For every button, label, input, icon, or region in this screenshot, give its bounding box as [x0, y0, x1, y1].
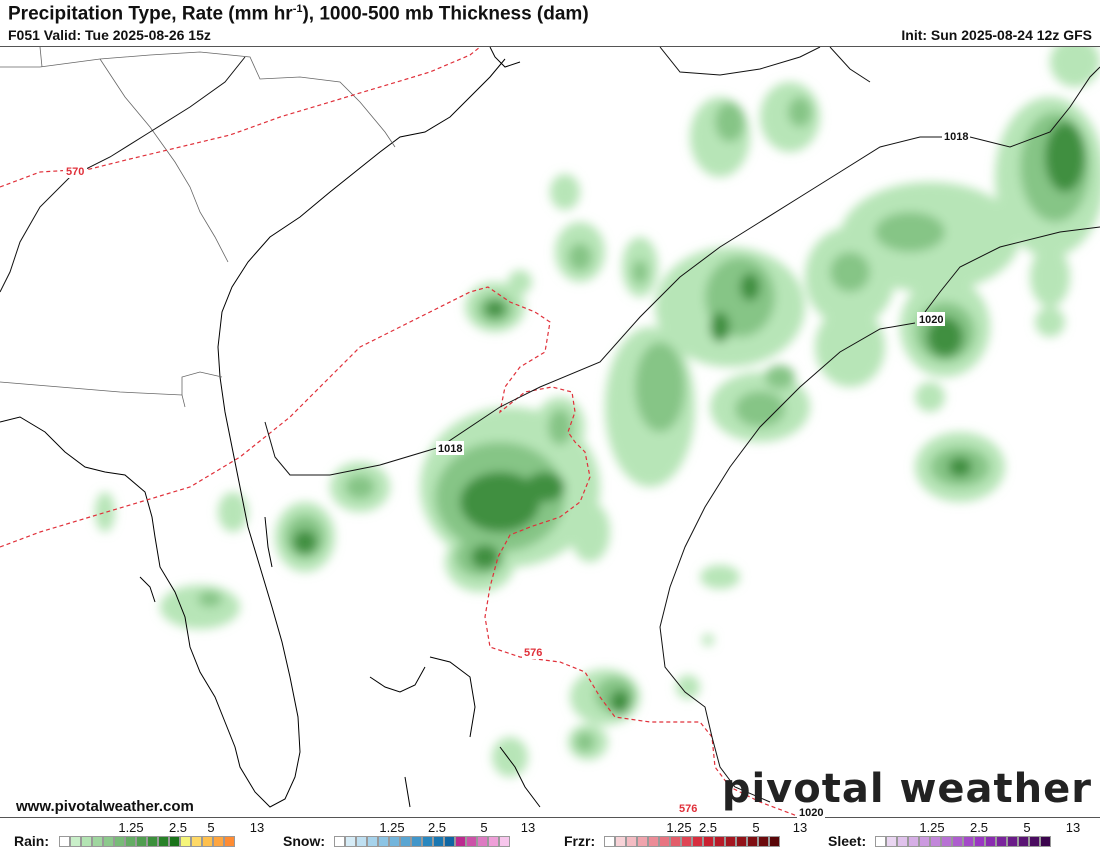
legend-swatch — [169, 836, 180, 847]
legend-swatch — [648, 836, 659, 847]
legend-rain-swatches — [59, 836, 235, 847]
isobar-label: 1018 — [438, 443, 462, 455]
legend-swatch — [356, 836, 367, 847]
legend-swatch — [213, 836, 224, 847]
legend-swatch — [59, 836, 70, 847]
legend-swatch — [411, 836, 422, 847]
legend-swatch — [1018, 836, 1029, 847]
legend-swatch — [433, 836, 444, 847]
legend-swatch — [681, 836, 692, 847]
legend-swatch — [180, 836, 191, 847]
legend-swatch — [996, 836, 1007, 847]
legend-swatch — [345, 836, 356, 847]
legend-swatch — [1029, 836, 1040, 847]
legend-swatch — [703, 836, 714, 847]
legend-swatch — [659, 836, 670, 847]
map-canvas: 1018 1018 1020 1020 570 576 576 — [0, 47, 1100, 819]
legend-swatch — [692, 836, 703, 847]
legend-swatch — [136, 836, 147, 847]
legend-snow-swatches — [334, 836, 510, 847]
legend-swatch — [367, 836, 378, 847]
legend-swatch — [92, 836, 103, 847]
legend-swatch — [191, 836, 202, 847]
legend-sleet: Sleet: 1.25 2.5 5 13 — [828, 820, 1081, 849]
legend-swatch — [70, 836, 81, 847]
legend-swatch — [908, 836, 919, 847]
precipitation-areas — [95, 47, 1100, 777]
legend-swatch — [477, 836, 488, 847]
legend-swatch — [886, 836, 897, 847]
legend-swatch — [941, 836, 952, 847]
legend-swatch — [158, 836, 169, 847]
legend-swatch — [1007, 836, 1018, 847]
legend-swatch — [378, 836, 389, 847]
contour-labels: 1018 1018 1020 1020 570 576 576 — [63, 129, 970, 819]
legend-swatch — [389, 836, 400, 847]
legend-swatch — [952, 836, 963, 847]
legend-swatch — [202, 836, 213, 847]
isobar-label: 1020 — [799, 807, 823, 819]
legend-rain: Rain: 1.25 2.5 5 13 — [14, 820, 265, 849]
legend-swatch — [897, 836, 908, 847]
map-title: Precipitation Type, Rate (mm hr-1), 1000… — [8, 3, 589, 25]
legend-sleet-swatches — [875, 836, 1051, 847]
thickness-label: 576 — [524, 647, 542, 659]
legend-swatch — [637, 836, 648, 847]
legend-swatch — [985, 836, 996, 847]
legend-swatch — [974, 836, 985, 847]
legend-snow: Snow: 1.25 2.5 5 13 — [283, 820, 536, 849]
legend-swatch — [114, 836, 125, 847]
coastlines — [0, 47, 541, 808]
init-time: Init: Sun 2025-08-24 12z GFS — [901, 27, 1092, 43]
legend-swatch — [103, 836, 114, 847]
legend-swatch — [81, 836, 92, 847]
valid-time: F051 Valid: Tue 2025-08-26 15z — [8, 27, 211, 43]
legend-swatch — [147, 836, 158, 847]
legend-swatch — [963, 836, 974, 847]
legend-swatch — [919, 836, 930, 847]
legend-swatch — [400, 836, 411, 847]
legend-frzr-swatches — [604, 836, 780, 847]
legend-swatch — [626, 836, 637, 847]
legend-frzr: Frzr: 1.25 2.5 5 13 — [564, 820, 808, 849]
thickness-label: 576 — [679, 803, 697, 815]
legend-swatch — [224, 836, 235, 847]
header: Precipitation Type, Rate (mm hr-1), 1000… — [0, 0, 1100, 46]
website-url: www.pivotalweather.com — [16, 798, 194, 815]
brand-logo: pivotal weather — [721, 766, 1092, 812]
legend-swatch — [725, 836, 736, 847]
legend-swatch — [930, 836, 941, 847]
legend-swatch — [714, 836, 725, 847]
legend-swatch — [499, 836, 510, 847]
legend-swatch — [334, 836, 345, 847]
legend-swatch — [747, 836, 758, 847]
isobars — [0, 47, 1100, 803]
legend-swatch — [604, 836, 615, 847]
thickness-label: 570 — [66, 166, 84, 178]
legend-swatch — [466, 836, 477, 847]
legend-swatch — [455, 836, 466, 847]
precip-legend: Rain: 1.25 2.5 5 13 Snow: 1.25 2.5 5 13 … — [0, 818, 1100, 850]
legend-swatch — [758, 836, 769, 847]
legend-swatch — [769, 836, 780, 847]
legend-swatch — [444, 836, 455, 847]
legend-swatch — [736, 836, 747, 847]
legend-swatch — [488, 836, 499, 847]
legend-swatch — [875, 836, 886, 847]
legend-swatch — [670, 836, 681, 847]
legend-swatch — [1040, 836, 1051, 847]
legend-swatch — [615, 836, 626, 847]
legend-swatch — [422, 836, 433, 847]
weather-map[interactable]: 1018 1018 1020 1020 570 576 576 — [0, 46, 1100, 819]
isobar-label: 1020 — [919, 314, 943, 326]
state-borders — [0, 47, 396, 408]
legend-swatch — [125, 836, 136, 847]
isobar-label: 1018 — [944, 131, 968, 143]
